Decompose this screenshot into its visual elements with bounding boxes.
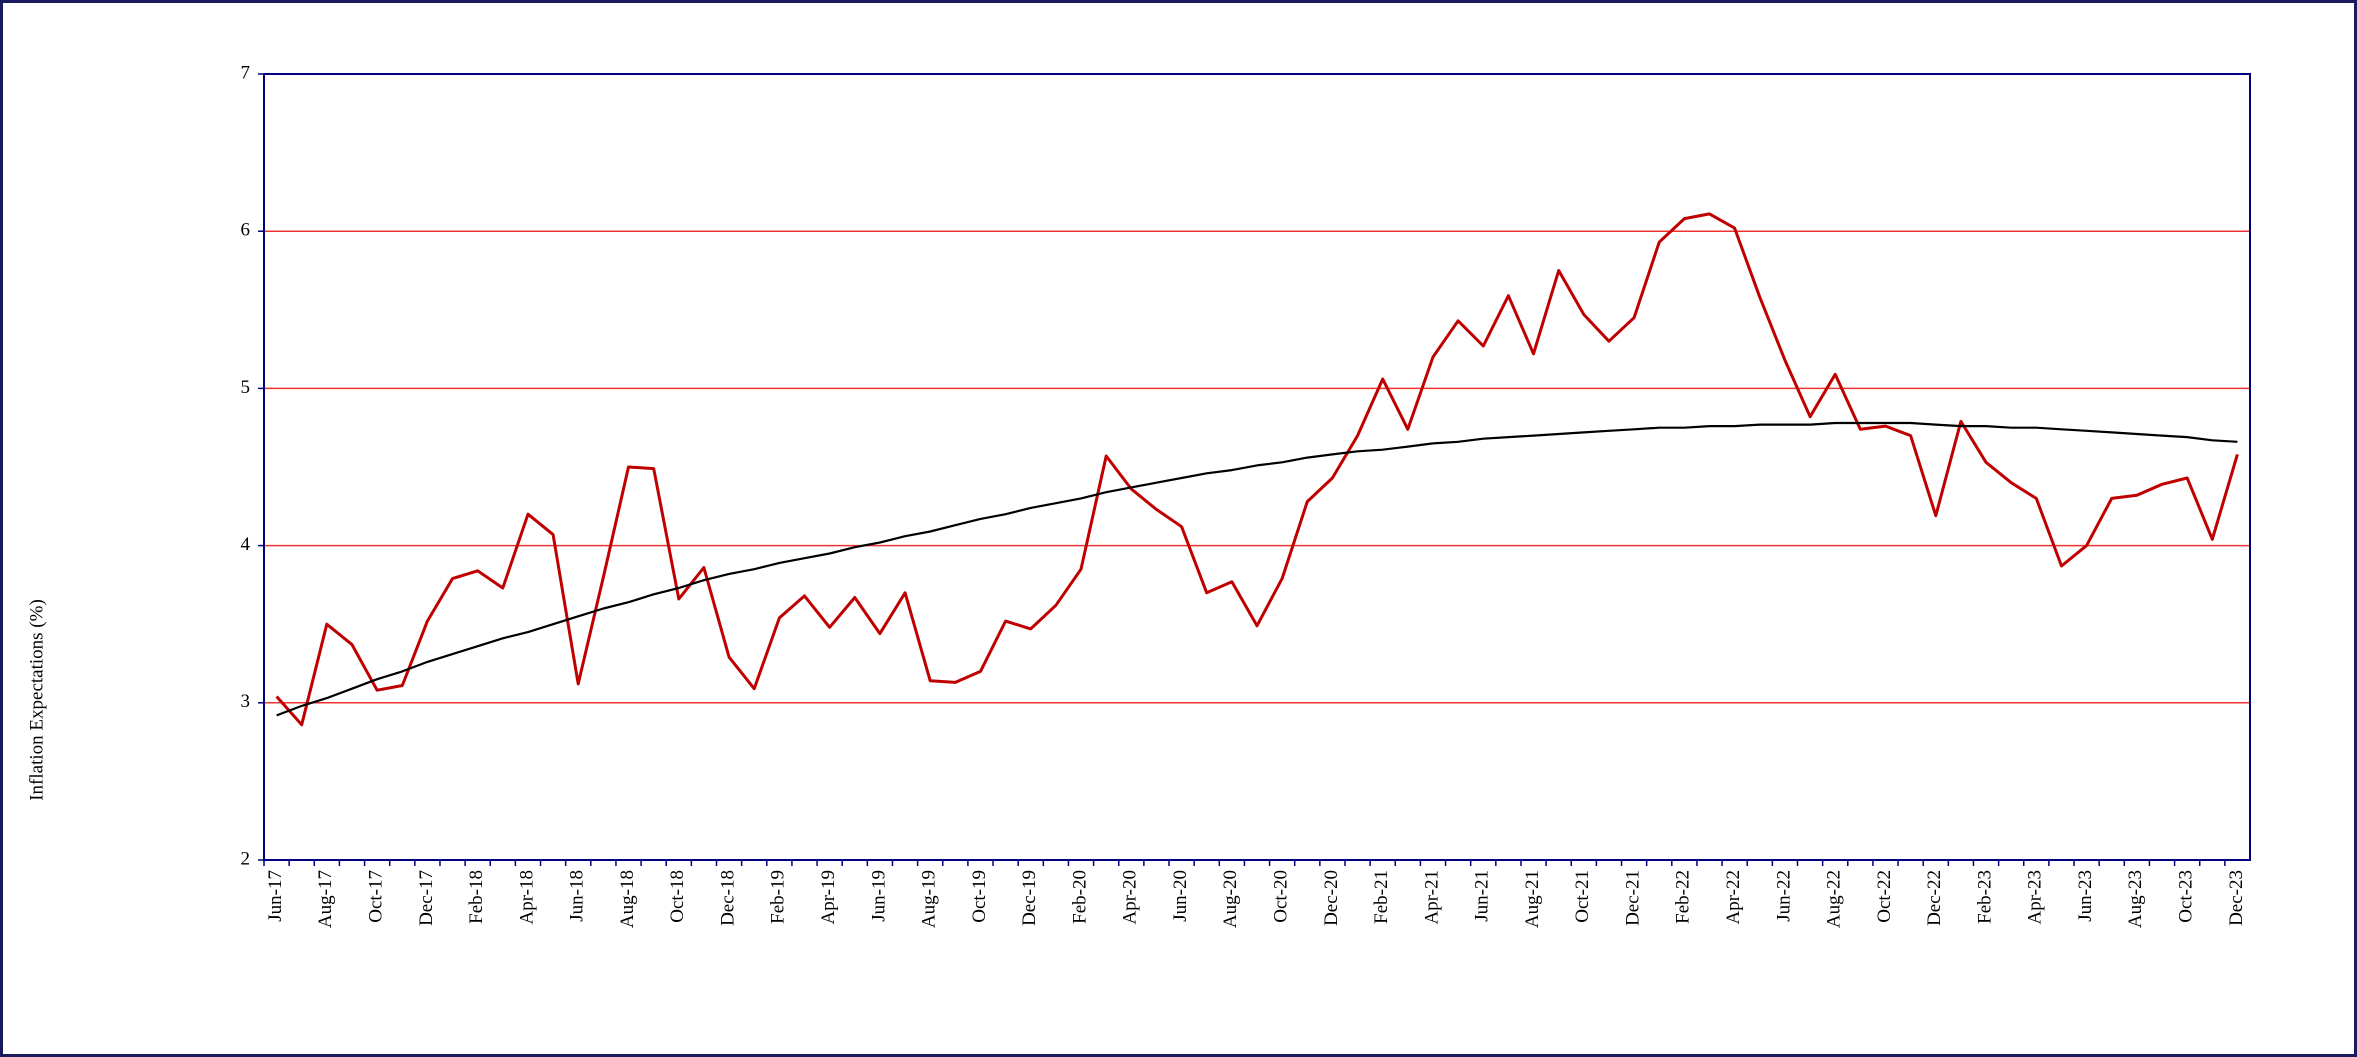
x-tick-label: Apr-20 <box>1120 870 1141 925</box>
series-line <box>275 212 2239 727</box>
x-tick-label: Aug-19 <box>919 870 940 928</box>
x-tick-label: Dec-22 <box>1924 870 1945 926</box>
x-tick-label: Jun-17 <box>265 870 286 922</box>
x-tick-label: Apr-22 <box>1723 870 1744 925</box>
x-tick-label: Oct-22 <box>1874 870 1895 923</box>
x-tick-label: Feb-23 <box>1974 870 1995 924</box>
x-tick-label: Feb-19 <box>768 870 789 924</box>
y-tick-label: 5 <box>241 377 251 398</box>
x-tick-label: Aug-23 <box>2125 870 2146 928</box>
x-tick-label: Feb-22 <box>1673 870 1694 924</box>
x-tick-label: Jun-18 <box>567 870 588 922</box>
x-tick-label: Oct-17 <box>365 870 386 923</box>
x-tick-label: Dec-23 <box>2226 870 2247 926</box>
x-tick-label: Apr-21 <box>1421 870 1442 925</box>
y-tick-label: 6 <box>241 220 251 241</box>
x-tick-label: Dec-17 <box>416 870 437 926</box>
x-tick-label: Aug-21 <box>1522 870 1543 928</box>
x-tick-label: Oct-18 <box>667 870 688 923</box>
x-tick-label: Aug-20 <box>1220 870 1241 928</box>
plot-border <box>263 73 2251 861</box>
x-tick-label: Aug-17 <box>315 870 336 928</box>
y-tick-label: 3 <box>241 691 251 712</box>
x-tick-label: Dec-18 <box>717 870 738 926</box>
x-tick-label: Feb-20 <box>1069 870 1090 924</box>
x-tick-label: Jun-19 <box>868 870 889 922</box>
x-tick-label: Jun-21 <box>1472 870 1493 922</box>
x-tick-label: Jun-22 <box>1773 870 1794 922</box>
x-tick-label: Jun-23 <box>2075 870 2096 922</box>
x-tick-label: Apr-19 <box>818 870 839 925</box>
y-tick-label: 4 <box>241 534 251 555</box>
series-line <box>276 421 2238 717</box>
x-tick-label: Oct-21 <box>1572 870 1593 923</box>
x-tick-label: Feb-21 <box>1371 870 1392 924</box>
x-tick-label: Aug-22 <box>1824 870 1845 928</box>
x-tick-label: Oct-19 <box>969 870 990 923</box>
y-tick-label: 2 <box>241 848 251 869</box>
x-tick-label: Apr-18 <box>516 870 537 925</box>
x-tick-label: Jun-20 <box>1170 870 1191 922</box>
x-tick-label: Feb-18 <box>466 870 487 924</box>
x-tick-label: Oct-23 <box>2176 870 2197 923</box>
x-tick-label: Oct-20 <box>1270 870 1291 923</box>
y-tick-label: 7 <box>241 62 251 83</box>
x-tick-label: Aug-18 <box>617 870 638 928</box>
x-tick-label: Dec-20 <box>1321 870 1342 926</box>
x-tick-label: Dec-21 <box>1622 870 1643 926</box>
y-axis-label: Inflation Expectations (%) <box>26 599 47 801</box>
x-tick-label: Apr-23 <box>2025 870 2046 925</box>
x-tick-label: Dec-19 <box>1019 870 1040 926</box>
